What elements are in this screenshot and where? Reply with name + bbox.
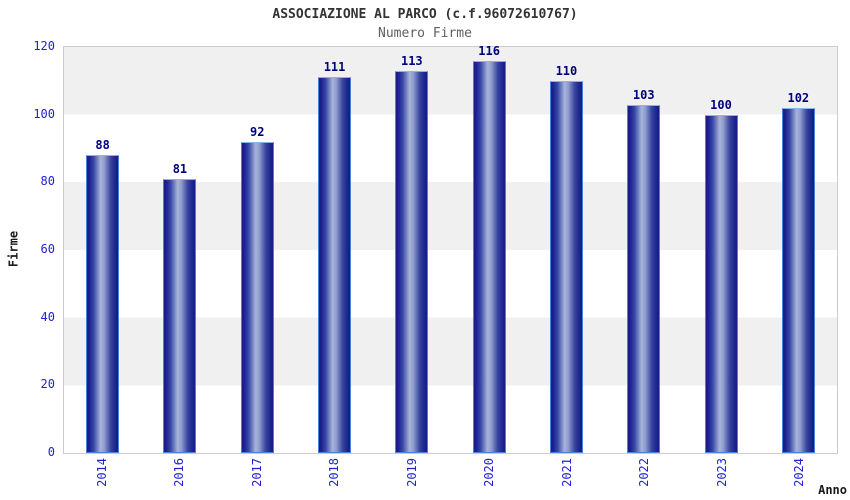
y-tick-label: 40 [40,309,55,324]
x-axis: 2014 2016 2017 2018 2019 2020 2021 2022 2023 2024 [63,458,838,498]
x-slot: 2022 [606,458,684,498]
bar-value-label: 103 [632,87,655,102]
bar-2017: 92 [240,125,274,453]
chart-subtitle: Numero Firme [378,26,472,41]
y-tick-label: 0 [47,445,55,459]
x-tick-label: 2023 [714,458,729,487]
bar-slot: 88 [64,47,141,453]
bar-value-label: 110 [555,63,578,78]
y-tick-label: 60 [40,242,55,256]
x-slot: 2023 [683,458,761,498]
bar-2020: 116 [472,44,506,453]
bar-slot: 113 [373,47,450,453]
bar-value-label: 92 [250,124,265,139]
bar-slot: 111 [296,47,373,453]
bar-value-label: 113 [400,53,423,68]
y-axis: 0 20 40 60 80 100 120 [0,39,55,459]
x-slot: 2021 [528,458,606,498]
bar-2022: 103 [627,88,661,453]
x-slot: 2018 [296,458,374,498]
x-tick-label: 2021 [559,458,574,487]
bar-value-label: 111 [323,60,346,75]
plot-area: 88 81 92 111 113 116 110 103 100 102 [63,44,838,454]
bar-2014: 88 [86,138,120,453]
y-tick-label: 20 [40,377,55,392]
x-slot: 2017 [218,458,296,498]
x-slot: 2014 [63,458,141,498]
x-tick-label: 2020 [482,458,497,487]
x-axis-title: Anno [818,483,847,497]
chart-title: ASSOCIAZIONE AL PARCO (c.f.96072610767) [272,7,578,22]
bar-slot: 92 [219,47,296,453]
bar-slot: 102 [760,47,837,453]
bar-2023: 100 [704,98,738,453]
x-tick-label: 2022 [637,458,652,487]
x-tick-label: 2024 [792,458,807,487]
bar-slot: 81 [141,47,218,453]
bar-slot: 116 [450,44,527,453]
x-slot: 2016 [141,458,219,498]
y-tick-label: 80 [40,174,55,189]
x-tick-label: 2019 [404,458,419,487]
bar-value-label: 88 [95,138,110,153]
x-slot: 2020 [451,458,529,498]
bar-2021: 110 [549,64,583,453]
y-axis-title: Firme [5,231,24,267]
x-tick-label: 2016 [172,458,187,487]
bar-2016: 81 [163,162,197,453]
y-axis-title-label: Firme [6,230,21,268]
bar-2018: 111 [318,60,352,453]
bar-2019: 113 [395,54,429,453]
bar-slot: 103 [605,47,682,453]
bars-row: 88 81 92 111 113 116 110 103 100 102 [64,44,837,453]
bar-value-label: 81 [172,161,188,176]
bar-slot: 110 [528,47,605,453]
x-tick-label: 2014 [94,458,109,487]
y-tick-label: 120 [33,39,55,53]
bar-value-label: 100 [710,97,732,112]
x-slot: 2019 [373,458,451,498]
x-tick-label: 2017 [249,458,264,487]
bar-value-label: 116 [478,43,500,58]
x-tick-label: 2018 [327,458,342,487]
bar-2024: 102 [781,91,815,453]
bar-slot: 100 [682,47,759,453]
bar-value-label: 102 [787,90,810,105]
y-tick-label: 100 [33,106,55,121]
